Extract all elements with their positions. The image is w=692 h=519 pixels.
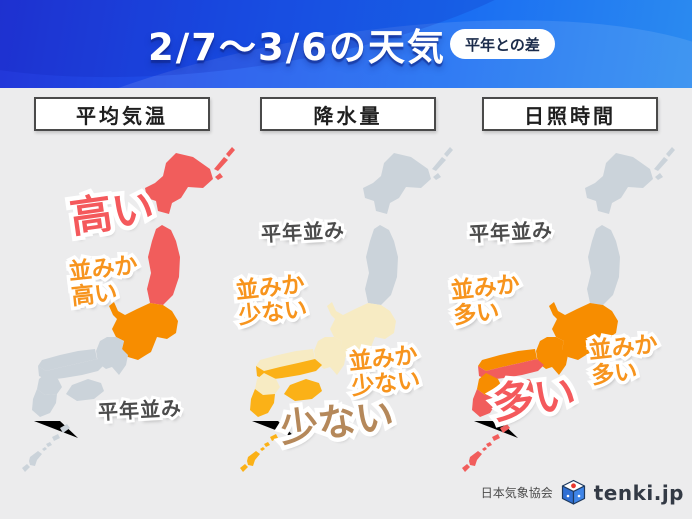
agency-name: 日本気象協会 (480, 486, 553, 500)
label-sun-normal-or-more-west: 並みか 多い (449, 272, 524, 330)
brand-name[interactable]: tenki.jp (593, 480, 684, 505)
tenki-logo-icon[interactable] (561, 479, 586, 506)
panel-title-temperature: 平均気温 (34, 97, 210, 131)
label-precip-near-normal: 平年並み (260, 218, 345, 246)
label-precip-normal-or-less-west: 並みか 少ない (234, 272, 308, 330)
panel-title-sunshine: 日照時間 (482, 97, 658, 131)
label-temp-normal-or-high: 並みか 高い (67, 253, 142, 311)
label-temp-near-normal: 平年並み (97, 396, 182, 424)
difference-from-normal-badge: 平年との差 (450, 29, 555, 59)
label-sun-near-normal: 平年並み (468, 218, 553, 246)
label-sun-normal-or-more-east: 並みか 多い (587, 332, 662, 390)
panel-title-precipitation: 降水量 (260, 97, 436, 131)
label-temp-high: 高い (67, 182, 157, 242)
header-banner: 2/7〜3/6の天気 平年との差 (0, 0, 692, 88)
page-title: 2/7〜3/6の天気 (148, 26, 447, 69)
credit-footer: 日本気象協会 tenki.jp (481, 479, 684, 506)
label-sun-more: 多い (489, 368, 579, 428)
label-precip-normal-or-less-east: 並みか 少ない (347, 343, 421, 401)
